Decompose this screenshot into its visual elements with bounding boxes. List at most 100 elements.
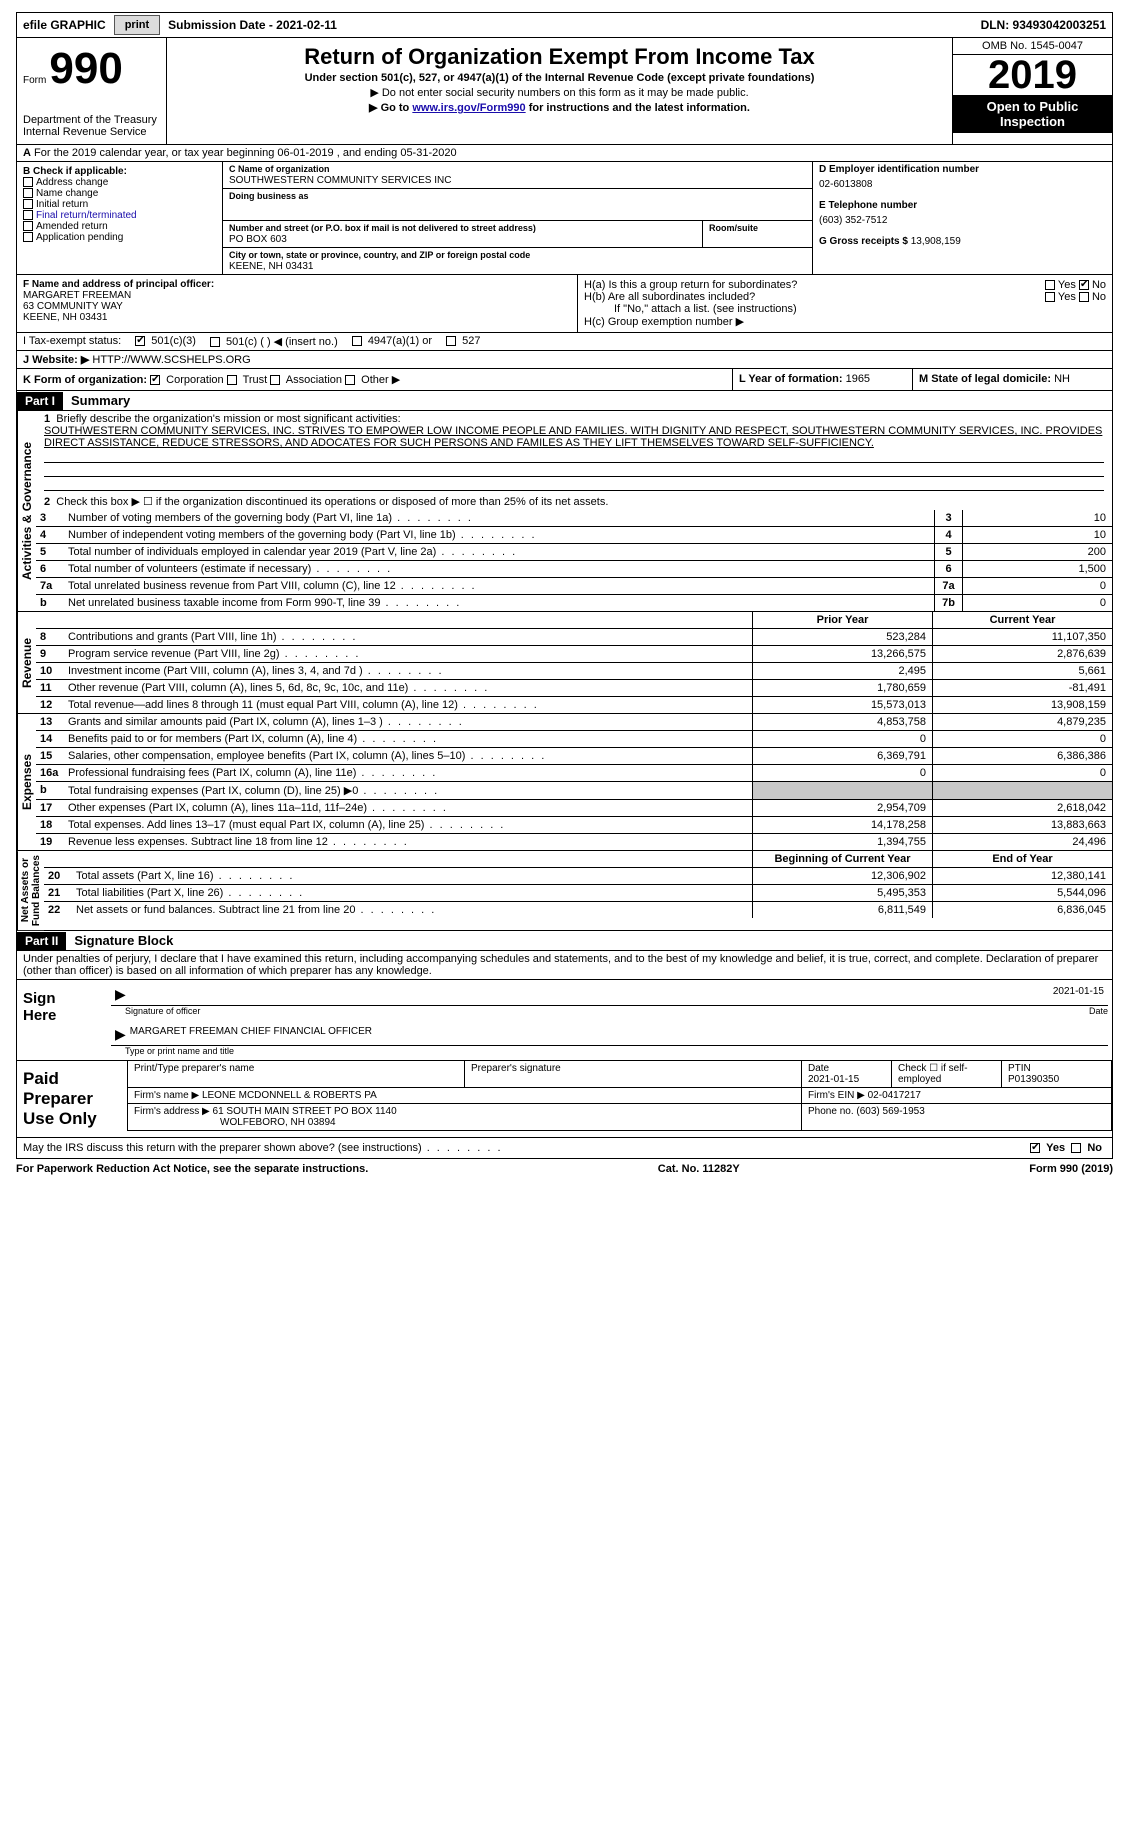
city-state-zip: KEENE, NH 03431 [229,261,314,272]
data-row: 19Revenue less expenses. Subtract line 1… [36,834,1112,850]
part-1-bar: Part I Summary [16,391,1113,411]
block-f: F Name and address of principal officer:… [17,275,577,332]
discuss-yes[interactable] [1030,1143,1040,1153]
submission-date: Submission Date - 2021-02-11 [162,18,343,32]
perjury-text: Under penalties of perjury, I declare th… [16,951,1113,980]
data-row: 22Net assets or fund balances. Subtract … [44,902,1112,918]
dept-treasury: Department of the Treasury Internal Reve… [23,114,160,138]
ein: 02-6013808 [819,175,1106,200]
line-1: 1 Briefly describe the organization's mi… [36,411,1112,493]
tax-527[interactable] [446,336,456,346]
data-row: 18Total expenses. Add lines 13–17 (must … [36,817,1112,834]
ptin: P01390350 [1008,1074,1059,1085]
k-assoc[interactable] [270,375,280,385]
mission-text: SOUTHWESTERN COMMUNITY SERVICES, INC. ST… [44,425,1102,449]
data-row: 17Other expenses (Part IX, column (A), l… [36,800,1112,817]
tax-501c[interactable] [210,337,220,347]
street: PO BOX 603 [229,234,287,245]
line-k: K Form of organization: Corporation Trus… [17,369,732,390]
data-row: 10Investment income (Part VIII, column (… [36,663,1112,680]
data-row: 11Other revenue (Part VIII, column (A), … [36,680,1112,697]
firm-name: LEONE MCDONNELL & ROBERTS PA [202,1090,377,1101]
instr-ssn: ▶ Do not enter social security numbers o… [175,86,944,99]
data-row: 15Salaries, other compensation, employee… [36,748,1112,765]
discuss-line: May the IRS discuss this return with the… [16,1138,1113,1159]
officer-name: MARGARET FREEMAN CHIEF FINANCIAL OFFICER [130,1026,372,1043]
ha-no[interactable] [1079,280,1089,290]
period-line: A For the 2019 calendar year, or tax yea… [16,145,1113,162]
summary-row: 4Number of independent voting members of… [36,527,1112,544]
side-activities: Activities & Governance [17,411,36,611]
footer: For Paperwork Reduction Act Notice, see … [16,1159,1113,1179]
data-row: 13Grants and similar amounts paid (Part … [36,714,1112,731]
checkbox-final-return[interactable] [23,210,33,220]
firm-ein: 02-0417217 [868,1090,921,1101]
form-title: Return of Organization Exempt From Incom… [175,44,944,70]
line-i: I Tax-exempt status: 501(c)(3) 501(c) ( … [16,333,1113,351]
tax-501c3[interactable] [135,336,145,346]
line-j: J Website: ▶ HTTP://WWW.SCSHELPS.ORG [16,351,1113,369]
block-b: B Check if applicable: Address change Na… [17,162,222,274]
efile-label: efile GRAPHIC [17,18,112,32]
firm-phone: (603) 569-1953 [856,1106,924,1117]
print-button[interactable]: print [114,15,160,35]
form-word: Form [23,75,46,86]
open-inspection: Open to Public Inspection [953,95,1112,133]
sign-here-block: Sign Here ▶ 2021-01-15 Signature of offi… [16,980,1113,1061]
irs-link[interactable]: www.irs.gov/Form990 [412,102,525,114]
org-name: SOUTHWESTERN COMMUNITY SERVICES INC [229,175,451,186]
checkbox-pending[interactable] [23,232,33,242]
data-row: 21Total liabilities (Part X, line 26)5,4… [44,885,1112,902]
block-d: D Employer identification number 02-6013… [812,162,1112,274]
side-netassets: Net Assets or Fund Balances [17,851,44,930]
checkbox-address-change[interactable] [23,177,33,187]
sig-date: 2021-01-15 [1053,986,1104,1003]
discuss-no[interactable] [1071,1143,1081,1153]
line-m: M State of legal domicile: NH [912,369,1112,390]
col-headers: Prior Year Current Year [36,612,1112,629]
k-corp[interactable] [150,375,160,385]
prep-date: 2021-01-15 [808,1074,859,1085]
line-2: 2 Check this box ▶ ☐ if the organization… [36,493,1112,510]
firm-addr2: WOLFEBORO, NH 03894 [220,1117,336,1128]
k-other[interactable] [345,375,355,385]
tax-4947[interactable] [352,336,362,346]
data-row: 20Total assets (Part X, line 16)12,306,9… [44,868,1112,885]
form-number: 990 [49,44,122,93]
tax-year: 2019 [953,55,1112,95]
ha-yes[interactable] [1045,280,1055,290]
firm-addr1: 61 SOUTH MAIN STREET PO BOX 1140 [213,1106,397,1117]
website: HTTP://WWW.SCSHELPS.ORG [92,354,250,366]
sig-arrow-icon: ▶ [115,986,126,1003]
summary-row: 7aTotal unrelated business revenue from … [36,578,1112,595]
gross-receipts: 13,908,159 [911,236,961,247]
side-expenses: Expenses [17,714,36,850]
form-header: Form 990 Department of the Treasury Inte… [16,38,1113,145]
topbar: efile GRAPHIC print Submission Date - 20… [16,12,1113,38]
data-row: 8Contributions and grants (Part VIII, li… [36,629,1112,646]
block-h: H(a) Is this a group return for subordin… [577,275,1112,332]
data-row: 9Program service revenue (Part VIII, lin… [36,646,1112,663]
side-revenue: Revenue [17,612,36,713]
summary-row: 5Total number of individuals employed in… [36,544,1112,561]
data-row: 16aProfessional fundraising fees (Part I… [36,765,1112,782]
checkbox-amended[interactable] [23,221,33,231]
hb-yes[interactable] [1045,292,1055,302]
block-c: C Name of organization SOUTHWESTERN COMM… [222,162,812,274]
instr-link: ▶ Go to www.irs.gov/Form990 for instruct… [175,101,944,114]
sig-arrow-icon-2: ▶ [115,1026,126,1043]
hb-no[interactable] [1079,292,1089,302]
line-l: L Year of formation: 1965 [732,369,912,390]
k-trust[interactable] [227,375,237,385]
na-col-headers: Beginning of Current Year End of Year [44,851,1112,868]
summary-row: bNet unrelated business taxable income f… [36,595,1112,611]
data-row: bTotal fundraising expenses (Part IX, co… [36,782,1112,800]
paid-preparer-block: Paid Preparer Use Only Print/Type prepar… [16,1061,1113,1138]
summary-row: 3Number of voting members of the governi… [36,510,1112,527]
data-row: 12Total revenue—add lines 8 through 11 (… [36,697,1112,713]
checkbox-name-change[interactable] [23,188,33,198]
checkbox-initial-return[interactable] [23,199,33,209]
form-subtitle: Under section 501(c), 527, or 4947(a)(1)… [175,72,944,84]
part-2-bar: Part II Signature Block [16,931,1113,951]
summary-row: 6Total number of volunteers (estimate if… [36,561,1112,578]
